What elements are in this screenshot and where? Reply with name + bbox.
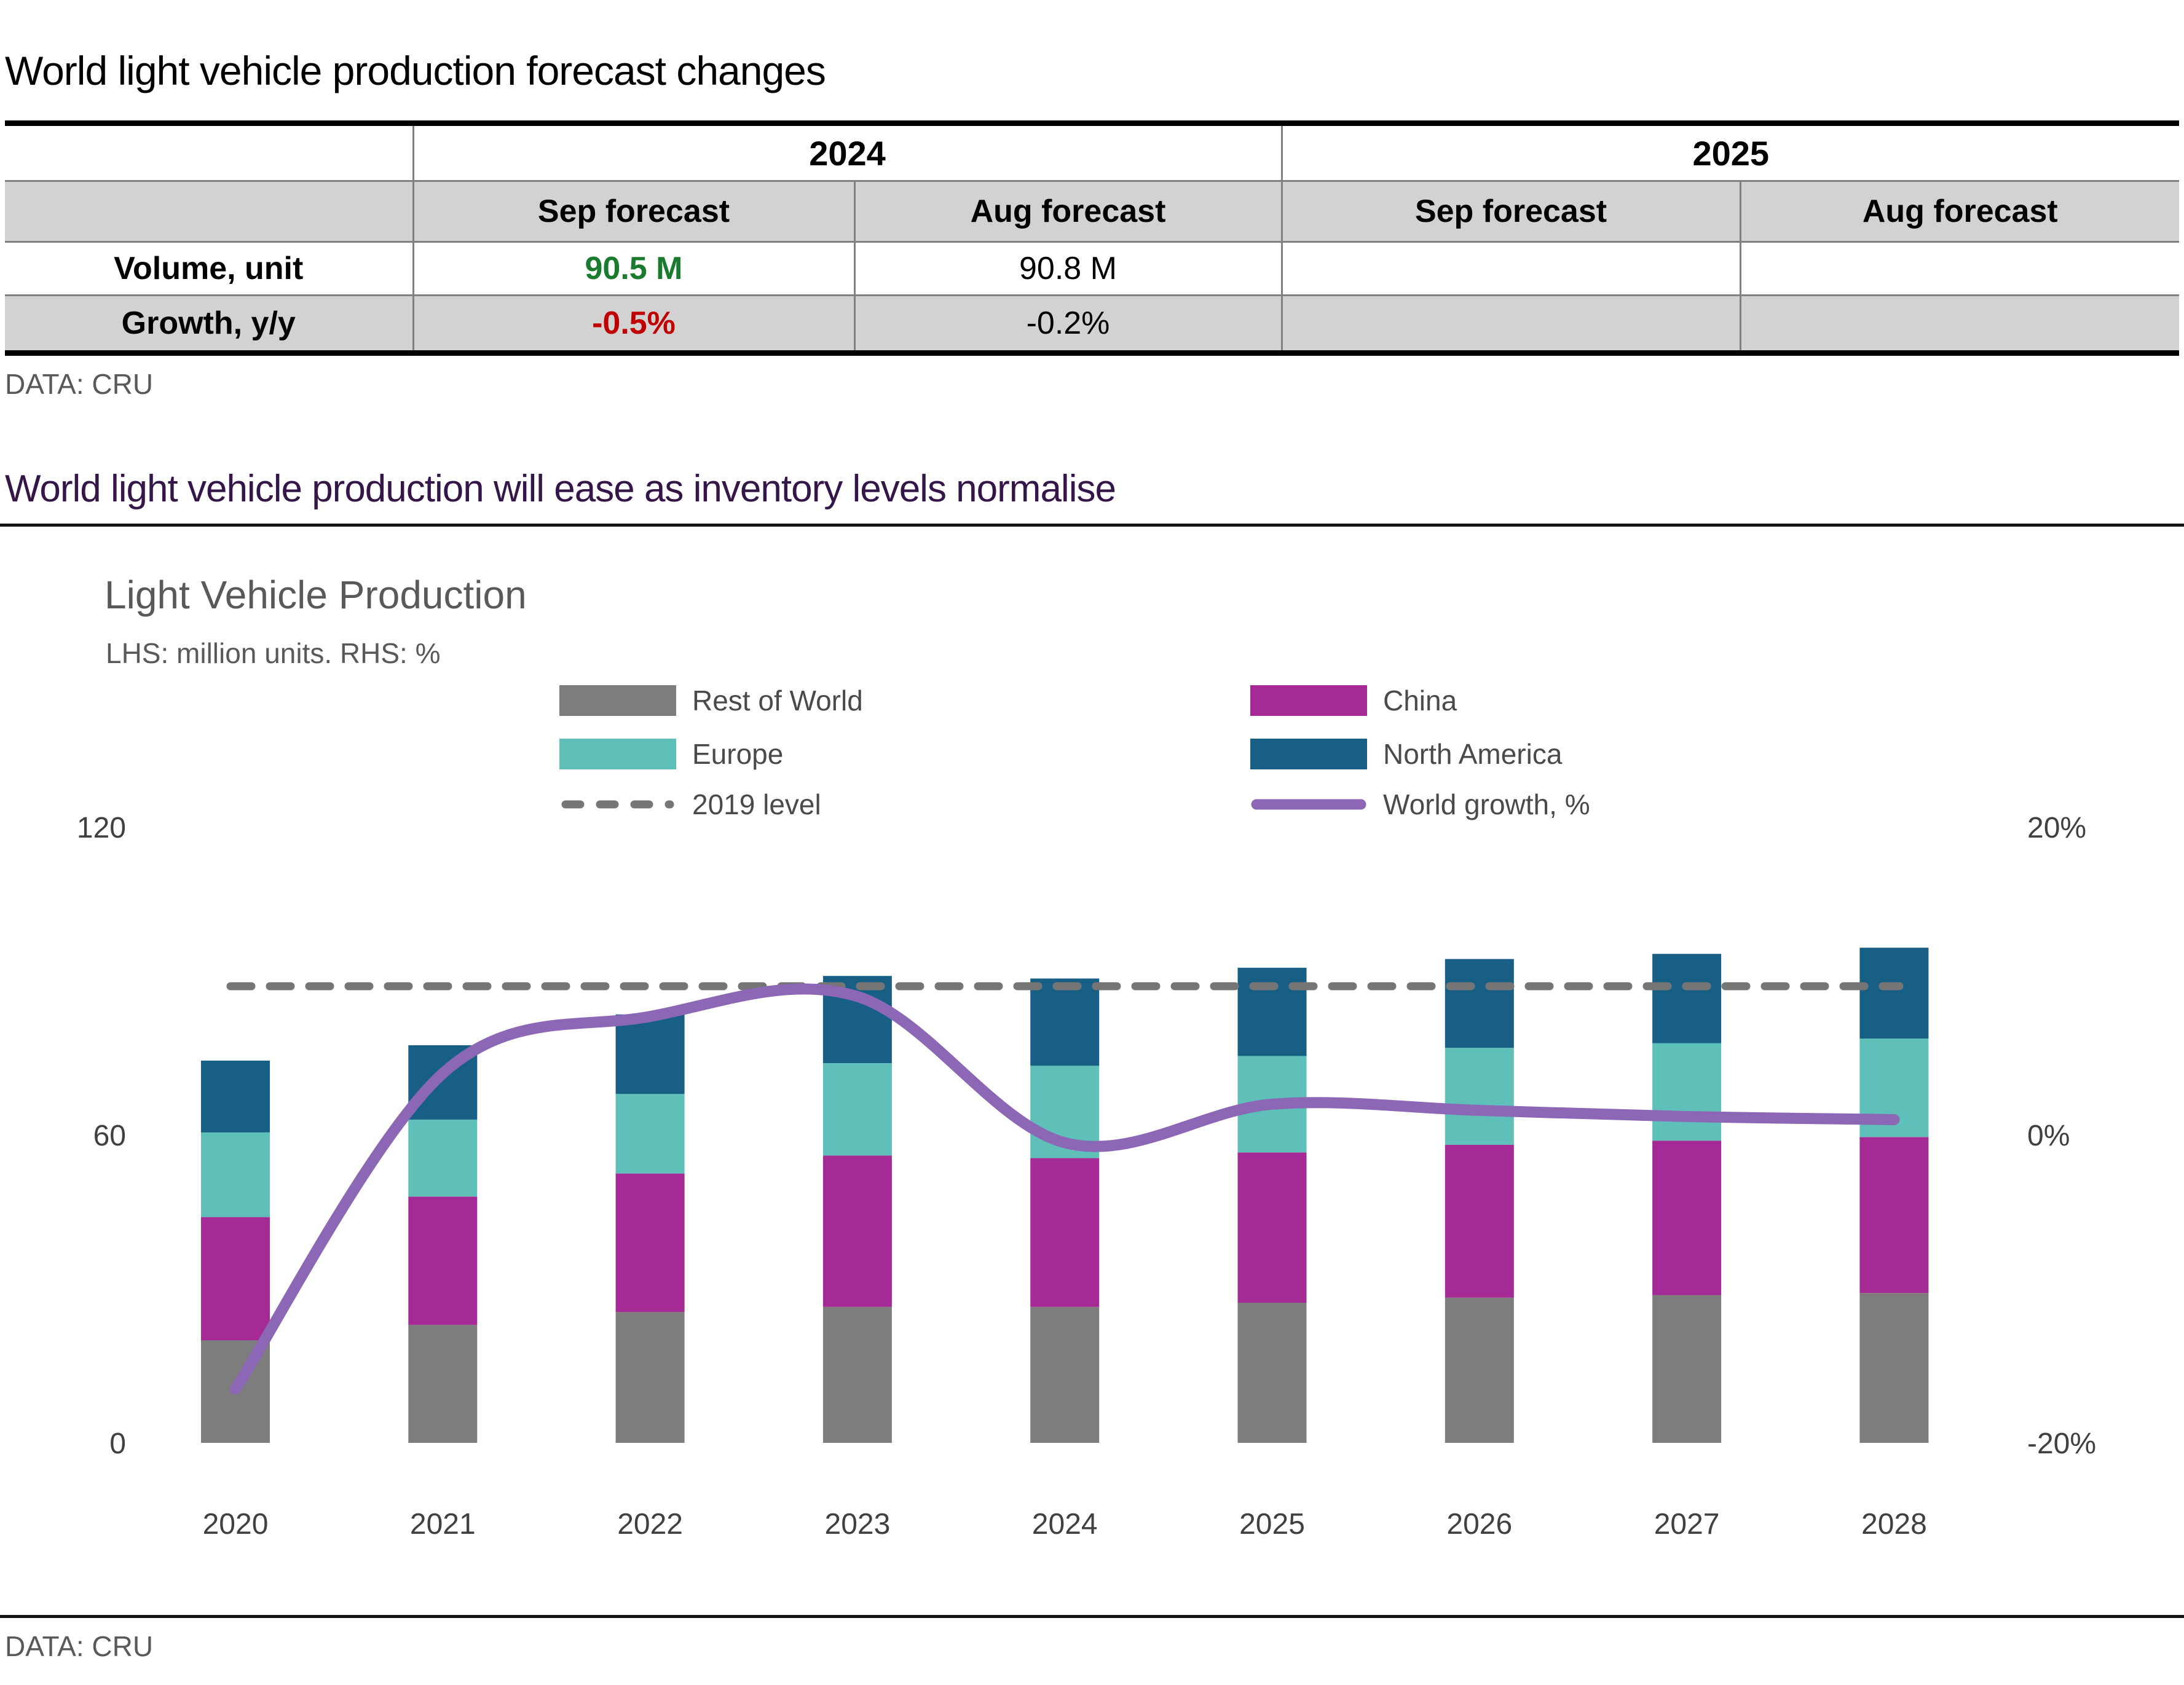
volume-sep-2025 [1280, 241, 1741, 296]
x-axis-label-2028: 2028 [1861, 1508, 1927, 1541]
x-axis-label-2020: 2020 [203, 1508, 269, 1541]
bar-segment-2028-china [1859, 1137, 1929, 1294]
bar-segment-2021-europe [408, 1119, 478, 1197]
legend-label: North America [1383, 738, 1563, 770]
bar-segment-2022-north-america [615, 1014, 685, 1094]
row-label-growth: Growth, y/y [5, 294, 414, 353]
table-row: Growth, y/y -0.5% -0.2% [5, 294, 2180, 353]
growth-aug-2024: -0.2% [853, 294, 1283, 353]
legend-swatch [1250, 739, 1367, 769]
world-growth-line [230, 983, 1900, 1395]
year-group-2024: 2024 [412, 123, 1283, 182]
growth-sep-2025 [1280, 294, 1741, 353]
bar-segment-2023-rest-of-world [822, 1306, 892, 1443]
legend-item-world-growth-: World growth, % [1250, 785, 1590, 824]
legend-item-2019-level: 2019 level [559, 785, 821, 824]
growth-sep-2024: -0.5% [412, 294, 856, 353]
page-title: World light vehicle production forecast … [5, 48, 826, 93]
right-axis-tick: 20% [2027, 812, 2086, 844]
bar-segment-2024-rest-of-world [1030, 1306, 1100, 1443]
bar-segment-2024-china [1030, 1158, 1100, 1307]
x-axis-label-2022: 2022 [617, 1508, 683, 1541]
left-axis-tick: 60 [93, 1120, 126, 1152]
chart-source: DATA: CRU [5, 1630, 154, 1662]
bar-segment-2025-north-america [1237, 967, 1307, 1056]
table-row: Sep forecast Aug forecast Sep forecast A… [5, 180, 2180, 243]
x-axis-label-2024: 2024 [1032, 1508, 1098, 1541]
bar-segment-2022-europe [615, 1094, 685, 1174]
bar-segment-2026-rest-of-world [1445, 1297, 1514, 1443]
chart-subtitle: LHS: million units. RHS: % [106, 637, 441, 669]
bar-segment-2028-north-america [1859, 948, 1929, 1039]
bar-segment-2027-north-america [1652, 954, 1722, 1043]
bar-segment-2026-north-america [1445, 959, 1514, 1048]
x-axis-label-2021: 2021 [410, 1508, 476, 1541]
col-header-aug-2025: Aug forecast [1739, 180, 2180, 243]
bar-segment-2022-china [615, 1173, 685, 1313]
bar-segment-2026-china [1445, 1144, 1514, 1298]
table-source: DATA: CRU [5, 368, 154, 400]
bar-segment-2025-china [1237, 1152, 1307, 1303]
volume-sep-2024: 90.5 M [412, 241, 856, 296]
legend-swatch [1250, 685, 1367, 716]
table-row: 2024 2025 [5, 123, 2180, 182]
col-header-sep-2025: Sep forecast [1280, 180, 1741, 243]
volume-aug-2025 [1739, 241, 2180, 296]
bar-segment-2027-europe [1652, 1043, 1722, 1141]
left-axis-tick: 0 [109, 1428, 126, 1460]
bar-segment-2023-china [822, 1155, 892, 1307]
section-heading: World light vehicle production will ease… [5, 468, 1116, 510]
legend-swatch [559, 739, 676, 769]
dashed-line-swatch [561, 800, 674, 809]
bar-segment-2026-europe [1445, 1048, 1514, 1145]
x-axis-label-2027: 2027 [1654, 1508, 1720, 1541]
x-axis-label-2025: 2025 [1239, 1508, 1305, 1541]
right-axis-tick: -20% [2027, 1428, 2096, 1460]
bar-segment-2020-north-america [201, 1060, 270, 1133]
bar-segment-2020-europe [201, 1132, 270, 1217]
corner-cell [5, 123, 414, 182]
legend-item-north-america: North America [1250, 734, 1562, 774]
axis-labels: 0 60 120 -20% 0% 20% 2020 2021 2022 2023 2024 2025 2… [77, 812, 2096, 1541]
col-header-sep-2024: Sep forecast [412, 180, 856, 243]
bar-segment-2022-rest-of-world [615, 1312, 685, 1443]
legend-label: China [1383, 685, 1457, 717]
bar-segment-2021-china [408, 1196, 478, 1325]
empty-header-cell [5, 180, 414, 243]
right-axis-tick: 0% [2027, 1120, 2070, 1152]
year-group-2025: 2025 [1280, 123, 2180, 182]
line-swatch [1251, 799, 1366, 810]
bar-segment-2027-rest-of-world [1652, 1295, 1722, 1443]
divider-line-bottom [0, 1615, 2184, 1618]
legend-swatch [559, 685, 676, 716]
bar-segment-2025-rest-of-world [1237, 1303, 1307, 1443]
x-axis-label-2026: 2026 [1446, 1508, 1512, 1541]
table-row: Volume, unit 90.5 M 90.8 M [5, 241, 2180, 296]
bar-segment-2024-north-america [1030, 978, 1100, 1066]
growth-aug-2025 [1739, 294, 2180, 353]
legend-label: 2019 level [692, 788, 821, 820]
col-header-aug-2024: Aug forecast [853, 180, 1283, 243]
legend-label: Europe [692, 738, 784, 770]
legend-item-europe: Europe [559, 734, 783, 774]
forecast-table: 2024 2025 Sep forecast Aug forecast Sep … [5, 120, 2180, 356]
legend-item-rest-of-world: Rest of World [559, 681, 863, 720]
chart-title: Light Vehicle Production [104, 573, 527, 617]
legend-label: World growth, % [1383, 788, 1590, 820]
bar-segment-2020-china [201, 1217, 270, 1340]
x-axis-label-2023: 2023 [825, 1508, 891, 1541]
legend-item-china: China [1250, 681, 1457, 720]
left-axis-tick: 120 [77, 812, 126, 844]
bar-segment-2027-china [1652, 1141, 1722, 1295]
bar-segment-2023-europe [822, 1063, 892, 1156]
bar-segment-2021-rest-of-world [408, 1324, 478, 1443]
divider-line [0, 524, 2184, 527]
volume-aug-2024: 90.8 M [853, 241, 1283, 296]
bars-group [201, 948, 1929, 1443]
row-label-volume: Volume, unit [5, 241, 414, 296]
legend-label: Rest of World [692, 685, 863, 717]
bar-segment-2028-rest-of-world [1859, 1293, 1929, 1443]
